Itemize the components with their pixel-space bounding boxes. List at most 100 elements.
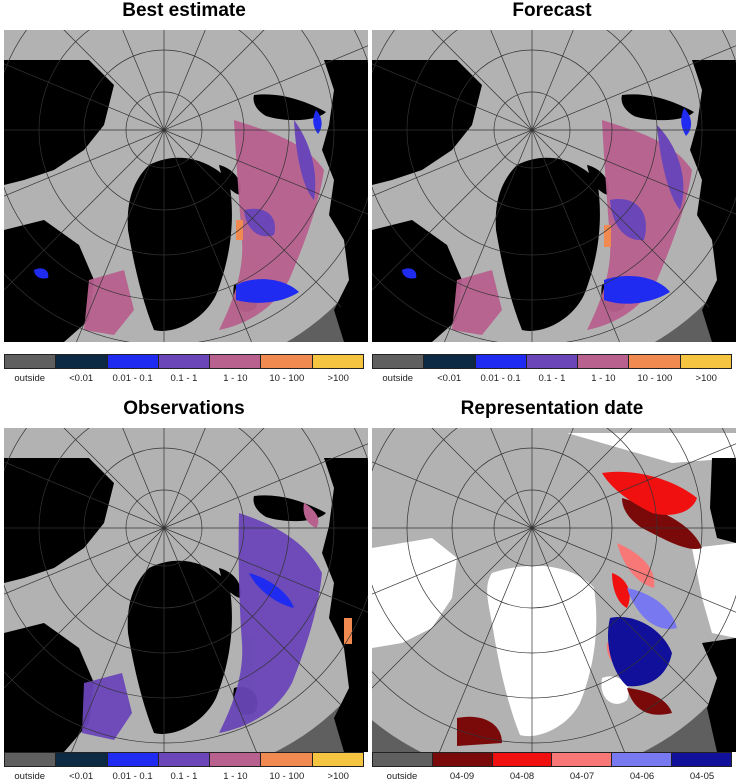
date-04-09 xyxy=(457,498,702,746)
legend-label: 0.01 - 0.1 xyxy=(480,373,521,384)
concentration-0.01-0.1 xyxy=(402,108,692,304)
legend-best-estimate: outside <0.01 0.01 - 0.1 0.1 - 1 1 - 10 10 - … xyxy=(4,354,364,384)
legend-label: 1 - 10 xyxy=(223,373,248,384)
legend-label: 1 - 10 xyxy=(223,771,248,782)
legend-label: 04-08 xyxy=(509,771,535,782)
legend-swatch xyxy=(672,753,731,766)
concentration-0.01-0.1 xyxy=(34,110,322,303)
legend-swatch xyxy=(210,355,262,368)
concentration-10-100 xyxy=(604,225,611,247)
panel-title: Observations xyxy=(123,398,245,419)
legend-label: 04-09 xyxy=(449,771,475,782)
date-04-05 xyxy=(607,617,672,687)
map-best-estimate xyxy=(4,30,368,342)
legend-labels: outside <0.01 0.01 - 0.1 0.1 - 1 1 - 10 10 - … xyxy=(372,373,732,384)
map-observations xyxy=(4,428,368,752)
legend-swatch xyxy=(107,355,159,368)
legend-label: 0.01 - 0.1 xyxy=(112,771,153,782)
graticule xyxy=(372,30,736,342)
legend-swatch xyxy=(526,355,579,368)
legend-swatch xyxy=(312,355,363,368)
legend-swatch xyxy=(680,355,731,368)
legend-swatch xyxy=(210,753,262,766)
legend-labels: outside <0.01 0.01 - 0.1 0.1 - 1 1 - 10 10 - … xyxy=(4,373,364,384)
legend-label: <0.01 xyxy=(437,373,462,384)
legend-labels: outside 04-09 04-08 04-07 04-06 04-05 xyxy=(372,771,732,782)
legend-labels: outside <0.01 0.01 - 0.1 0.1 - 1 1 - 10 10 - … xyxy=(4,771,364,782)
panel-forecast: Forecast xyxy=(368,0,736,390)
legend-label: >100 xyxy=(327,373,349,384)
panel-title: Representation date xyxy=(460,398,644,419)
legend-swatch xyxy=(475,355,527,368)
legend-label: <0.01 xyxy=(69,373,94,384)
panel-representation-date: Representation date xyxy=(368,398,736,782)
legend-swatch xyxy=(158,753,211,766)
legend-forecast: outside <0.01 0.01 - 0.1 0.1 - 1 1 - 10 10 - … xyxy=(372,354,732,384)
coastline-land xyxy=(702,458,736,752)
concentration-0.1-1 xyxy=(610,125,684,241)
legend-swatch xyxy=(492,753,553,766)
legend-swatch xyxy=(373,753,433,766)
date-04-06 xyxy=(627,588,677,629)
legend-label: >100 xyxy=(327,771,349,782)
arctic-map xyxy=(372,30,736,342)
concentration-0.1-1 xyxy=(244,120,316,237)
concentration-10-100 xyxy=(344,618,352,644)
legend-observations: outside <0.01 0.01 - 0.1 0.1 - 1 1 - 10 10 - … xyxy=(4,752,364,782)
legend-label: outside xyxy=(386,771,418,782)
panel-observations: Observations xyxy=(0,398,368,782)
arctic-map xyxy=(4,428,368,752)
legend-swatch xyxy=(629,355,681,368)
legend-color-bar xyxy=(372,752,732,767)
legend-swatch xyxy=(261,753,313,766)
legend-swatch xyxy=(56,355,108,368)
legend-label: 0.1 - 1 xyxy=(170,373,198,384)
legend-label: 10 - 100 xyxy=(637,373,673,384)
concentration-0.1-1 xyxy=(82,513,322,740)
legend-swatch xyxy=(261,355,313,368)
panel-title: Best estimate xyxy=(122,0,246,21)
legend-label: <0.01 xyxy=(69,771,94,782)
legend-label: outside xyxy=(382,373,414,384)
legend-label: 0.1 - 1 xyxy=(538,373,566,384)
map-forecast xyxy=(372,30,736,342)
legend-swatch xyxy=(612,753,673,766)
concentration-0.01-0.1 xyxy=(249,573,294,608)
legend-color-bar xyxy=(4,354,364,369)
legend-label: >100 xyxy=(695,373,717,384)
legend-label: 1 - 10 xyxy=(591,373,616,384)
graticule xyxy=(4,428,368,752)
legend-color-bar xyxy=(372,354,732,369)
map-representation-date xyxy=(372,428,736,752)
legend-swatch xyxy=(56,753,108,766)
legend-swatch xyxy=(578,355,630,368)
concentration-1-10 xyxy=(303,503,319,528)
legend-label: 10 - 100 xyxy=(269,771,305,782)
legend-swatch xyxy=(373,355,425,368)
arctic-map xyxy=(4,30,368,342)
legend-label: 0.1 - 1 xyxy=(170,771,198,782)
land-masses xyxy=(4,458,368,752)
legend-swatch xyxy=(552,753,613,766)
legend-swatch xyxy=(158,355,211,368)
legend-swatch xyxy=(432,753,493,766)
legend-color-bar xyxy=(4,752,364,767)
legend-label: 04-05 xyxy=(689,771,715,782)
legend-label: 10 - 100 xyxy=(269,373,305,384)
legend-swatch xyxy=(5,753,57,766)
legend-label: outside xyxy=(14,771,46,782)
legend-swatch xyxy=(5,355,57,368)
legend-label: outside xyxy=(14,373,46,384)
legend-representation-date: outside 04-09 04-08 04-07 04-06 04-05 xyxy=(372,752,732,782)
legend-swatch xyxy=(424,355,476,368)
legend-swatch xyxy=(312,753,363,766)
arctic-map xyxy=(372,428,736,752)
legend-swatch xyxy=(107,753,159,766)
graticule xyxy=(372,428,736,752)
date-04-08 xyxy=(602,471,697,608)
land-masses xyxy=(372,60,736,342)
panel-best-estimate: Best estimate xyxy=(0,0,368,390)
legend-label: 04-06 xyxy=(629,771,655,782)
legend-label: 04-07 xyxy=(569,771,595,782)
panel-title: Forecast xyxy=(512,0,592,21)
